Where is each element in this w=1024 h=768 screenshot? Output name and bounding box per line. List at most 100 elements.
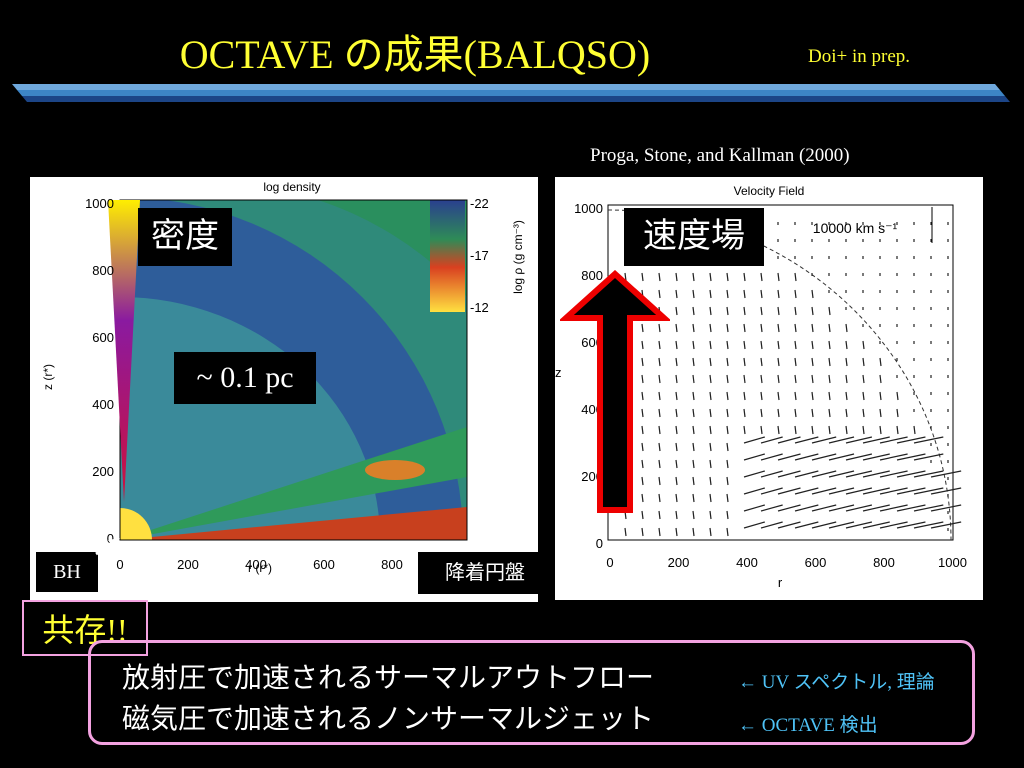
velocity-arrow <box>675 476 678 486</box>
x-tick-label: 0 <box>116 557 123 572</box>
velocity-arrow <box>828 521 855 529</box>
velocity-arrow <box>726 425 729 435</box>
velocity-arrow <box>658 340 661 350</box>
velocity-arrow <box>879 391 882 401</box>
velocity-arrow <box>760 323 763 333</box>
velocity-arrow <box>641 459 644 469</box>
velocity-arrow <box>896 391 899 401</box>
velocity-arrow <box>777 453 801 461</box>
point-text: 放射圧で加速されるサーマルアウトフロー <box>122 663 655 694</box>
velocity-arrow <box>658 510 661 520</box>
velocity-arrow <box>828 453 855 461</box>
velocity-arrow <box>726 391 729 401</box>
velocity-arrow <box>675 391 678 401</box>
velocity-arrow <box>845 391 848 401</box>
x-tick-label: 400 <box>245 557 267 572</box>
velocity-arrow <box>811 408 814 418</box>
velocity-arrow <box>709 357 712 367</box>
reference: Proga, Stone, and Kallman (2000) <box>590 145 850 166</box>
velocity-arrow <box>811 425 814 435</box>
velocity-arrow <box>692 442 695 452</box>
velocity-arrow <box>692 272 695 282</box>
velocity-arrow <box>777 357 780 367</box>
panel-title: Velocity Field <box>734 184 805 198</box>
velocity-arrow <box>692 459 695 469</box>
velocity-arrow <box>658 493 661 503</box>
velocity-arrow <box>709 323 712 333</box>
velocity-arrow <box>760 306 763 316</box>
velocity-arrow <box>743 289 746 299</box>
title-stripes <box>12 84 1010 102</box>
velocity-arrow <box>641 510 644 520</box>
velocity-arrow <box>896 504 926 512</box>
velocity-arrow <box>743 306 746 316</box>
velocity-arrow <box>743 521 765 529</box>
velocity-arrow <box>760 521 783 529</box>
y-tick-label: 200 <box>92 464 114 479</box>
velocity-arrow <box>692 527 695 537</box>
velocity-arrow <box>726 306 729 316</box>
velocity-arrow <box>896 453 926 461</box>
jet-arrow <box>560 270 670 513</box>
velocity-arrow <box>930 504 962 512</box>
velocity-arrow <box>760 272 763 282</box>
velocity-arrow <box>709 459 712 469</box>
velocity-arrow <box>658 425 661 435</box>
velocity-arrow <box>658 323 661 333</box>
velocity-arrow <box>896 470 926 478</box>
velocity-arrow <box>879 453 908 461</box>
velocity-arrow <box>726 493 729 503</box>
velocity-arrow <box>811 323 814 333</box>
velocity-arrow <box>760 425 763 435</box>
y-tick-label: 800 <box>92 263 114 278</box>
velocity-arrow <box>930 487 962 495</box>
velocity-arrow <box>913 470 944 478</box>
velocity-arrow <box>641 272 644 282</box>
velocity-arrow <box>811 504 837 512</box>
velocity-arrow <box>862 470 890 478</box>
velocity-arrow <box>777 504 801 512</box>
velocity-arrow <box>777 272 780 282</box>
velocity-arrow <box>743 453 765 461</box>
y-tick-label: 400 <box>92 397 114 412</box>
x-tick-label: 600 <box>313 557 335 572</box>
velocity-arrow <box>726 408 729 418</box>
velocity-arrow <box>862 340 865 350</box>
colorbar-label: log ρ (g cm⁻³) <box>511 220 525 294</box>
slide-title: OCTAVE の成果(BALQSO) <box>179 32 651 77</box>
velocity-arrow <box>828 504 855 512</box>
velocity-arrow <box>641 476 644 486</box>
velocity-arrow <box>811 306 814 316</box>
velocity-arrow <box>760 470 783 478</box>
velocity-arrow <box>913 521 944 529</box>
velocity-arrow <box>641 493 644 503</box>
velocity-arrow <box>794 504 819 512</box>
velocity-arrow <box>675 459 678 469</box>
velocity-arrow <box>726 442 729 452</box>
velocity-arrow <box>913 504 944 512</box>
velocity-arrow <box>777 374 780 384</box>
velocity-arrow <box>760 504 783 512</box>
y-axis-label: z <box>555 365 562 380</box>
x-tick-label: 600 <box>805 555 827 570</box>
velocity-arrow <box>641 357 644 367</box>
velocity-arrow <box>794 340 797 350</box>
velocity-arrow <box>675 408 678 418</box>
velocity-arrow <box>794 357 797 367</box>
velocity-arrow <box>828 374 831 384</box>
velocity-arrow <box>811 289 814 299</box>
velocity-arrow <box>794 391 797 401</box>
velocity-arrow <box>641 323 644 333</box>
velocity-arrow <box>862 521 890 529</box>
velocity-arrow <box>777 289 780 299</box>
velocity-arrow <box>879 521 908 529</box>
velocity-arrow <box>726 340 729 350</box>
velocity-arrow <box>828 425 831 435</box>
velocity-arrow <box>845 487 873 495</box>
velocity-arrow <box>692 391 695 401</box>
velocity-arrow <box>811 436 837 444</box>
velocity-arrow <box>743 323 746 333</box>
colorbar-tick-label: -17 <box>470 248 489 263</box>
velocity-arrow <box>828 487 855 495</box>
